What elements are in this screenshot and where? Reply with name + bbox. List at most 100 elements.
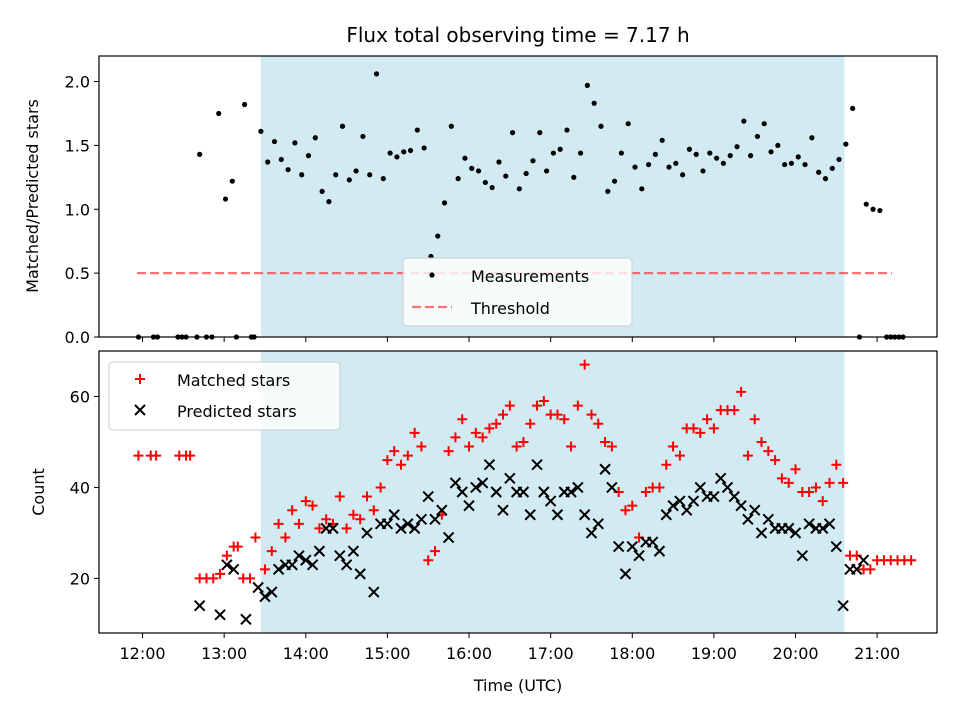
predicted-star-point <box>483 459 496 471</box>
matched-star-point <box>423 555 434 566</box>
matched-star-point <box>504 400 515 411</box>
matched-star-point <box>654 482 665 493</box>
predicted-star-point <box>252 581 264 594</box>
predicted-star-point <box>476 477 489 489</box>
measurement-point <box>584 82 590 88</box>
measurement-point <box>305 153 312 159</box>
matched-star-point <box>865 564 876 575</box>
predicted-star-point <box>442 531 455 544</box>
matched-star-point <box>627 500 638 511</box>
measurement-point <box>229 178 235 184</box>
matched-star-point <box>572 400 583 411</box>
measurement-point <box>768 149 774 155</box>
measurement-point <box>693 151 699 157</box>
predicted-star-point <box>490 486 502 498</box>
matched-star-point <box>341 523 352 534</box>
measurement-point <box>380 176 386 182</box>
matched-star-point <box>300 496 311 507</box>
predicted-star-point <box>599 463 611 475</box>
predicted-star-point <box>429 513 441 525</box>
predicted-star-point <box>742 513 754 525</box>
measurement-point <box>775 142 781 149</box>
matched-star-point <box>661 459 672 470</box>
y-tick-label: 1.0 <box>65 200 90 219</box>
predicted-star-point <box>646 536 659 548</box>
top-y-axis-label: Matched/Predicted stars <box>23 99 42 293</box>
legend-threshold-label: Threshold <box>470 299 550 318</box>
matched-star-point <box>640 487 651 497</box>
predicted-star-point <box>783 522 795 535</box>
measurement-point <box>530 158 536 164</box>
matched-star-point <box>763 446 774 457</box>
predicted-star-point <box>857 554 870 566</box>
predicted-star-point <box>259 590 271 603</box>
measurement-point <box>645 161 652 168</box>
measurement-point <box>523 170 529 177</box>
predicted-star-point <box>714 472 727 485</box>
matched-star-point <box>831 459 842 470</box>
chart-title: Flux total observing time = 7.17 h <box>346 23 689 47</box>
matched-star-point <box>708 423 719 434</box>
measurement-point <box>373 71 380 77</box>
predicted-star-point <box>388 509 400 521</box>
bottom-plot-area: 20 40 60 12:00 13:00 14:00 15:00 16:00 17:00 18:0… <box>70 350 938 663</box>
measurement-point <box>448 123 454 129</box>
predicted-star-point <box>504 472 516 485</box>
matched-star-point <box>215 568 226 579</box>
measurement-point <box>720 160 727 166</box>
observing-window-shade <box>260 351 845 633</box>
legend-box <box>108 361 341 431</box>
matched-star-point <box>824 477 835 488</box>
y-tick-label: 0.5 <box>65 264 90 283</box>
x-tick-label: 12:00 <box>119 644 165 663</box>
measurement-point <box>482 179 488 186</box>
measurement-point <box>496 159 502 165</box>
matched-star-point <box>518 436 529 447</box>
measurement-point <box>216 110 222 117</box>
matched-star-point <box>906 555 917 566</box>
bottom-legend: Matched stars Predicted stars <box>108 361 341 431</box>
matched-star-point <box>498 409 509 420</box>
matched-star-point <box>321 514 332 525</box>
matched-star-point <box>566 441 577 452</box>
measurement-point <box>387 150 393 156</box>
x-tick-label: 16:00 <box>446 644 492 663</box>
predicted-star-point <box>300 554 312 566</box>
measurement-point <box>754 133 761 140</box>
matched-star-point <box>266 546 277 557</box>
matched-star-point <box>552 409 563 420</box>
measurement-point <box>557 146 563 152</box>
predicted-star-point <box>193 600 206 612</box>
predicted-star-point <box>368 586 380 598</box>
legend-predicted-marker <box>134 404 146 416</box>
matched-star-point <box>838 477 849 488</box>
measurement-point <box>809 135 815 141</box>
predicted-star-point <box>221 559 233 571</box>
predicted-star-point <box>674 495 686 507</box>
predicted-star-point <box>749 504 761 516</box>
measurement-point <box>591 100 597 106</box>
measurement-point <box>564 127 570 133</box>
measurement-point <box>265 159 271 165</box>
matched-star-point <box>593 418 604 429</box>
predicted-star-point <box>266 586 278 598</box>
predicted-star-point <box>436 504 448 516</box>
measurement-point <box>299 172 305 178</box>
predicted-star-point <box>687 495 700 507</box>
predicted-star-point <box>565 486 577 498</box>
matched-star-point <box>416 441 427 452</box>
measurement-point <box>850 105 856 111</box>
measurement-point <box>741 118 747 124</box>
plot-frame <box>98 55 938 338</box>
predicted-star-point <box>735 499 747 512</box>
matched-star-point <box>151 450 162 461</box>
measurement-point <box>761 121 767 127</box>
predicted-star-point <box>361 527 373 539</box>
matched-star-point <box>280 532 291 543</box>
measurement-point <box>360 133 366 140</box>
x-tick-label: 21:00 <box>854 644 900 663</box>
x-tick-label: 19:00 <box>691 644 737 663</box>
measurement-point <box>863 201 869 207</box>
matched-star-point <box>185 450 196 461</box>
matched-star-point <box>402 450 413 461</box>
